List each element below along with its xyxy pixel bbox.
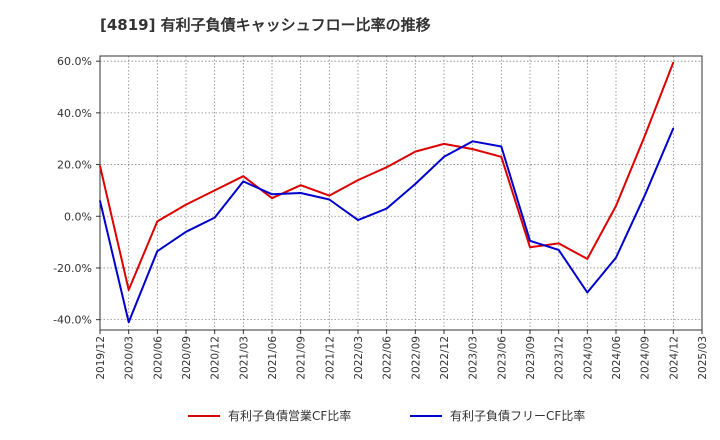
- data-point: [471, 148, 474, 150]
- legend: 有利子負債営業CF比率 有利子負債フリーCF比率: [188, 408, 585, 423]
- data-point: [672, 61, 675, 64]
- data-point: [672, 127, 675, 130]
- grid-lines: [100, 56, 702, 330]
- x-tick-label: 2024/03: [582, 336, 594, 380]
- data-point: [213, 189, 216, 192]
- x-tick-label: 2022/06: [382, 336, 394, 380]
- data-point: [127, 321, 130, 324]
- data-point: [357, 219, 359, 221]
- x-tick-label: 2021/06: [267, 336, 279, 380]
- data-point: [500, 145, 503, 148]
- data-point: [271, 197, 273, 199]
- data-point: [586, 291, 589, 294]
- x-tick-label: 2023/06: [496, 336, 508, 380]
- x-axis-ticks: 2019/12 2020/03 2020/06 2020/09 2020/12 2021/…: [95, 330, 709, 380]
- data-point: [213, 216, 216, 219]
- y-tick-label: 0.0%: [64, 210, 92, 223]
- x-tick-label: 2023/03: [468, 336, 480, 380]
- y-tick-label: -40.0%: [53, 314, 92, 327]
- data-point: [185, 203, 187, 206]
- data-point: [328, 198, 331, 201]
- x-tick-label: 2020/03: [124, 336, 136, 380]
- x-tick-label: 2021/03: [238, 336, 250, 380]
- data-point: [328, 194, 331, 197]
- x-tick-label: 2022/03: [353, 336, 365, 380]
- data-point: [99, 199, 101, 202]
- legend-label-1: 有利子負債営業CF比率: [228, 408, 351, 423]
- data-point: [299, 184, 302, 187]
- data-point: [414, 183, 417, 185]
- chart-title: [4819] 有利子負債キャッシュフロー比率の推移: [100, 16, 431, 34]
- y-tick-label: 20.0%: [57, 159, 92, 172]
- data-point: [586, 258, 589, 260]
- legend-label-2: 有利子負債フリーCF比率: [450, 408, 585, 423]
- x-tick-label: 2022/12: [439, 336, 451, 380]
- data-point: [615, 205, 617, 207]
- series-lines: [99, 61, 675, 324]
- x-tick-label: 2025/03: [697, 336, 709, 380]
- data-point: [385, 166, 388, 168]
- data-point: [156, 250, 159, 252]
- data-point: [643, 194, 646, 197]
- x-tick-label: 2023/09: [525, 336, 537, 380]
- x-tick-label: 2020/12: [210, 336, 222, 380]
- data-point: [500, 156, 503, 158]
- y-tick-label: 60.0%: [57, 55, 92, 68]
- data-point: [242, 180, 245, 183]
- y-axis-ticks: 60.0% 40.0% 20.0% 0.0% -20.0% -40.0%: [53, 55, 100, 327]
- data-point: [443, 156, 445, 158]
- x-tick-label: 2019/12: [95, 336, 107, 380]
- data-point: [385, 207, 388, 210]
- data-point: [271, 193, 273, 196]
- x-tick-label: 2021/09: [296, 336, 308, 380]
- x-tick-label: 2022/09: [410, 336, 422, 380]
- data-point: [414, 150, 417, 153]
- x-tick-label: 2020/06: [152, 336, 164, 380]
- data-point: [557, 249, 560, 251]
- data-point: [615, 256, 617, 259]
- data-point: [299, 192, 302, 194]
- x-tick-label: 2024/12: [668, 336, 680, 380]
- y-tick-label: -20.0%: [53, 262, 92, 275]
- x-tick-label: 2023/12: [554, 336, 566, 380]
- data-point: [156, 220, 159, 223]
- x-tick-label: 2024/09: [640, 336, 652, 380]
- data-point: [471, 140, 474, 143]
- data-point: [529, 246, 531, 249]
- data-point: [557, 242, 560, 245]
- data-point: [443, 143, 445, 145]
- data-point: [529, 240, 531, 242]
- x-tick-label: 2021/12: [324, 336, 336, 380]
- data-point: [242, 175, 245, 177]
- data-point: [185, 230, 187, 233]
- data-point: [99, 165, 101, 167]
- y-tick-label: 40.0%: [57, 107, 92, 120]
- data-point: [643, 135, 646, 137]
- x-tick-label: 2020/09: [181, 336, 193, 380]
- data-point: [357, 179, 359, 181]
- plot-area-frame: [99, 55, 703, 331]
- x-tick-label: 2024/06: [611, 336, 623, 380]
- data-point: [127, 289, 130, 291]
